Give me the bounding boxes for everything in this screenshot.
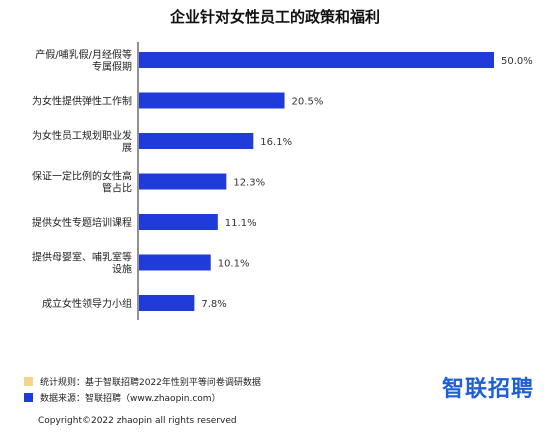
category-label-line: 管占比 bbox=[102, 182, 132, 195]
category-label-2: 为女性员工规划职业发展 bbox=[32, 129, 132, 154]
value-label-0: 50.0% bbox=[501, 56, 533, 67]
category-label-line: 专属假期 bbox=[92, 60, 132, 73]
category-label-line: 为女性员工规划职业发 bbox=[32, 129, 132, 142]
legend-source-text: 数据来源：智联招聘（www.zhaopin.com） bbox=[40, 394, 221, 404]
bar-5 bbox=[139, 254, 211, 271]
category-label-line: 展 bbox=[122, 142, 132, 154]
value-label-4: 11.1% bbox=[225, 218, 257, 229]
category-label-3: 保证一定比例的女性高管占比 bbox=[32, 170, 132, 195]
bar-3 bbox=[139, 173, 227, 190]
zhaopin-logo: 智联招聘 bbox=[441, 377, 534, 402]
legend-swatch-blue bbox=[24, 393, 33, 402]
category-label-line: 提供女性专题培训课程 bbox=[32, 216, 132, 229]
legend-data-source: 数据来源：智联招聘（www.zhaopin.com） bbox=[24, 391, 221, 404]
bar-4 bbox=[139, 214, 218, 230]
category-label-1: 为女性提供弹性工作制 bbox=[32, 95, 132, 108]
category-label-line: 设施 bbox=[112, 263, 132, 276]
category-label-4: 提供女性专题培训课程 bbox=[32, 216, 132, 229]
value-label-6: 7.8% bbox=[201, 299, 226, 310]
value-label-2: 16.1% bbox=[260, 137, 292, 148]
chart-title: 企业针对女性员工的政策和福利 bbox=[169, 8, 380, 26]
bar-0 bbox=[139, 52, 494, 68]
category-label-line: 产假/哺乳假/月经假等 bbox=[35, 48, 132, 61]
bar-6 bbox=[139, 295, 195, 311]
category-label-line: 成立女性领导力小组 bbox=[42, 297, 132, 310]
bar-2 bbox=[139, 133, 254, 149]
value-label-5: 10.1% bbox=[218, 259, 250, 270]
legend-swatch-yellow bbox=[24, 377, 33, 386]
category-label-6: 成立女性领导力小组 bbox=[42, 297, 132, 310]
copyright-text: Copyright©2022 zhaopin all rights reserv… bbox=[38, 416, 237, 426]
category-label-line: 为女性提供弹性工作制 bbox=[32, 95, 132, 108]
policy-bar-chart: 企业针对女性员工的政策和福利 50.0% 产假/哺乳假/月经假等专属假期 20.5%… bbox=[32, 8, 533, 320]
legend-statistics-text: 统计规则：基于智联招聘2022年性别平等问卷调研数据 bbox=[40, 378, 261, 388]
value-label-1: 20.5% bbox=[292, 97, 324, 108]
category-label-0: 产假/哺乳假/月经假等专属假期 bbox=[35, 48, 132, 73]
category-label-5: 提供母婴室、哺乳室等设施 bbox=[32, 251, 132, 276]
bar-1 bbox=[139, 92, 285, 109]
value-label-3: 12.3% bbox=[233, 178, 265, 189]
category-label-line: 提供母婴室、哺乳室等 bbox=[32, 251, 132, 264]
category-label-line: 保证一定比例的女性高 bbox=[32, 170, 132, 183]
legend-statistics-rule: 统计规则：基于智联招聘2022年性别平等问卷调研数据 bbox=[24, 375, 261, 388]
